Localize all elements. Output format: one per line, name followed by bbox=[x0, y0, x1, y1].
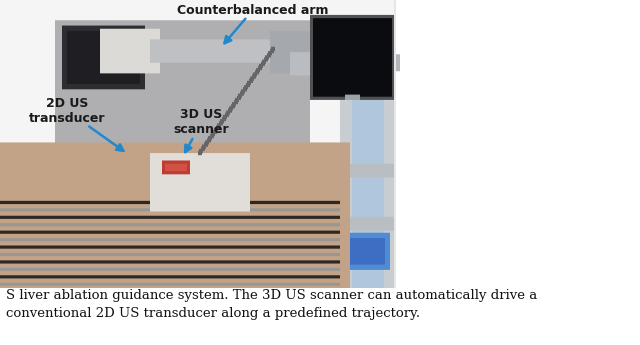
Text: 3D US
scanner: 3D US scanner bbox=[174, 108, 229, 152]
Text: S liver ablation guidance system. The 3D US scanner can automatically drive a
co: S liver ablation guidance system. The 3D… bbox=[6, 289, 538, 321]
Text: 2D US
transducer: 2D US transducer bbox=[29, 97, 124, 151]
Text: Counterbalanced arm: Counterbalanced arm bbox=[177, 3, 328, 43]
